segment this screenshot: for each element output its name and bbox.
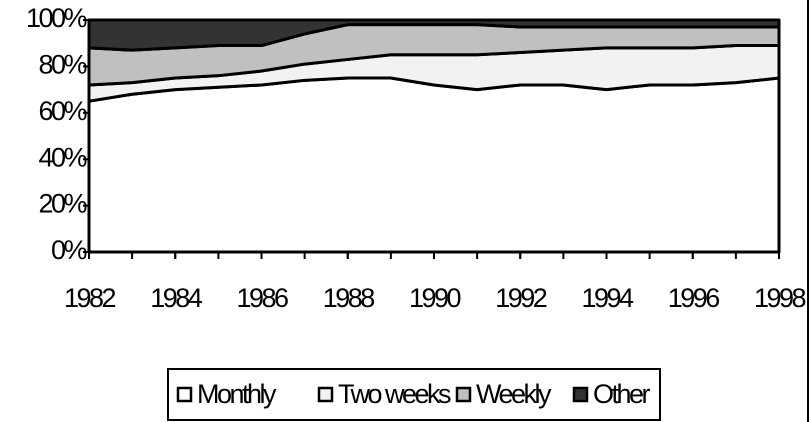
y-tick-label: 80% (38, 50, 87, 80)
plot-area: 0% 20% 40% 60% 80% 100% 1982 1984 1986 1988 1990 19… (26, 3, 808, 313)
legend: Monthly Two weeks Weekly Other (176, 379, 653, 409)
legend-label: Two weeks (338, 379, 451, 409)
area (87, 76, 781, 254)
x-tick-label: 1994 (581, 283, 634, 313)
legend-label: Monthly (197, 379, 277, 409)
legend-label: Other (593, 379, 651, 409)
legend-swatch (317, 386, 334, 403)
y-tick-label: 100% (26, 3, 88, 33)
x-tick-label: 1984 (150, 283, 203, 313)
x-tick-label: 1996 (668, 283, 720, 313)
x-tick-label: 1982 (64, 283, 116, 313)
y-tick-label: 20% (38, 189, 87, 219)
x-tick-label: 1990 (409, 283, 461, 313)
legend-swatch (176, 386, 193, 403)
legend-label: Weekly (476, 379, 552, 409)
y-tick-label: 0% (51, 235, 88, 265)
y-tick-label: 60% (38, 96, 87, 126)
legend-swatch (572, 386, 589, 403)
x-tick-label: 1998 (754, 283, 806, 313)
legend-swatch (455, 386, 472, 403)
x-tick-label: 1986 (236, 283, 288, 313)
x-tick-label: 1992 (495, 283, 547, 313)
y-tick-label: 40% (38, 142, 87, 172)
x-tick-label: 1988 (323, 283, 375, 313)
area (87, 18, 781, 52)
